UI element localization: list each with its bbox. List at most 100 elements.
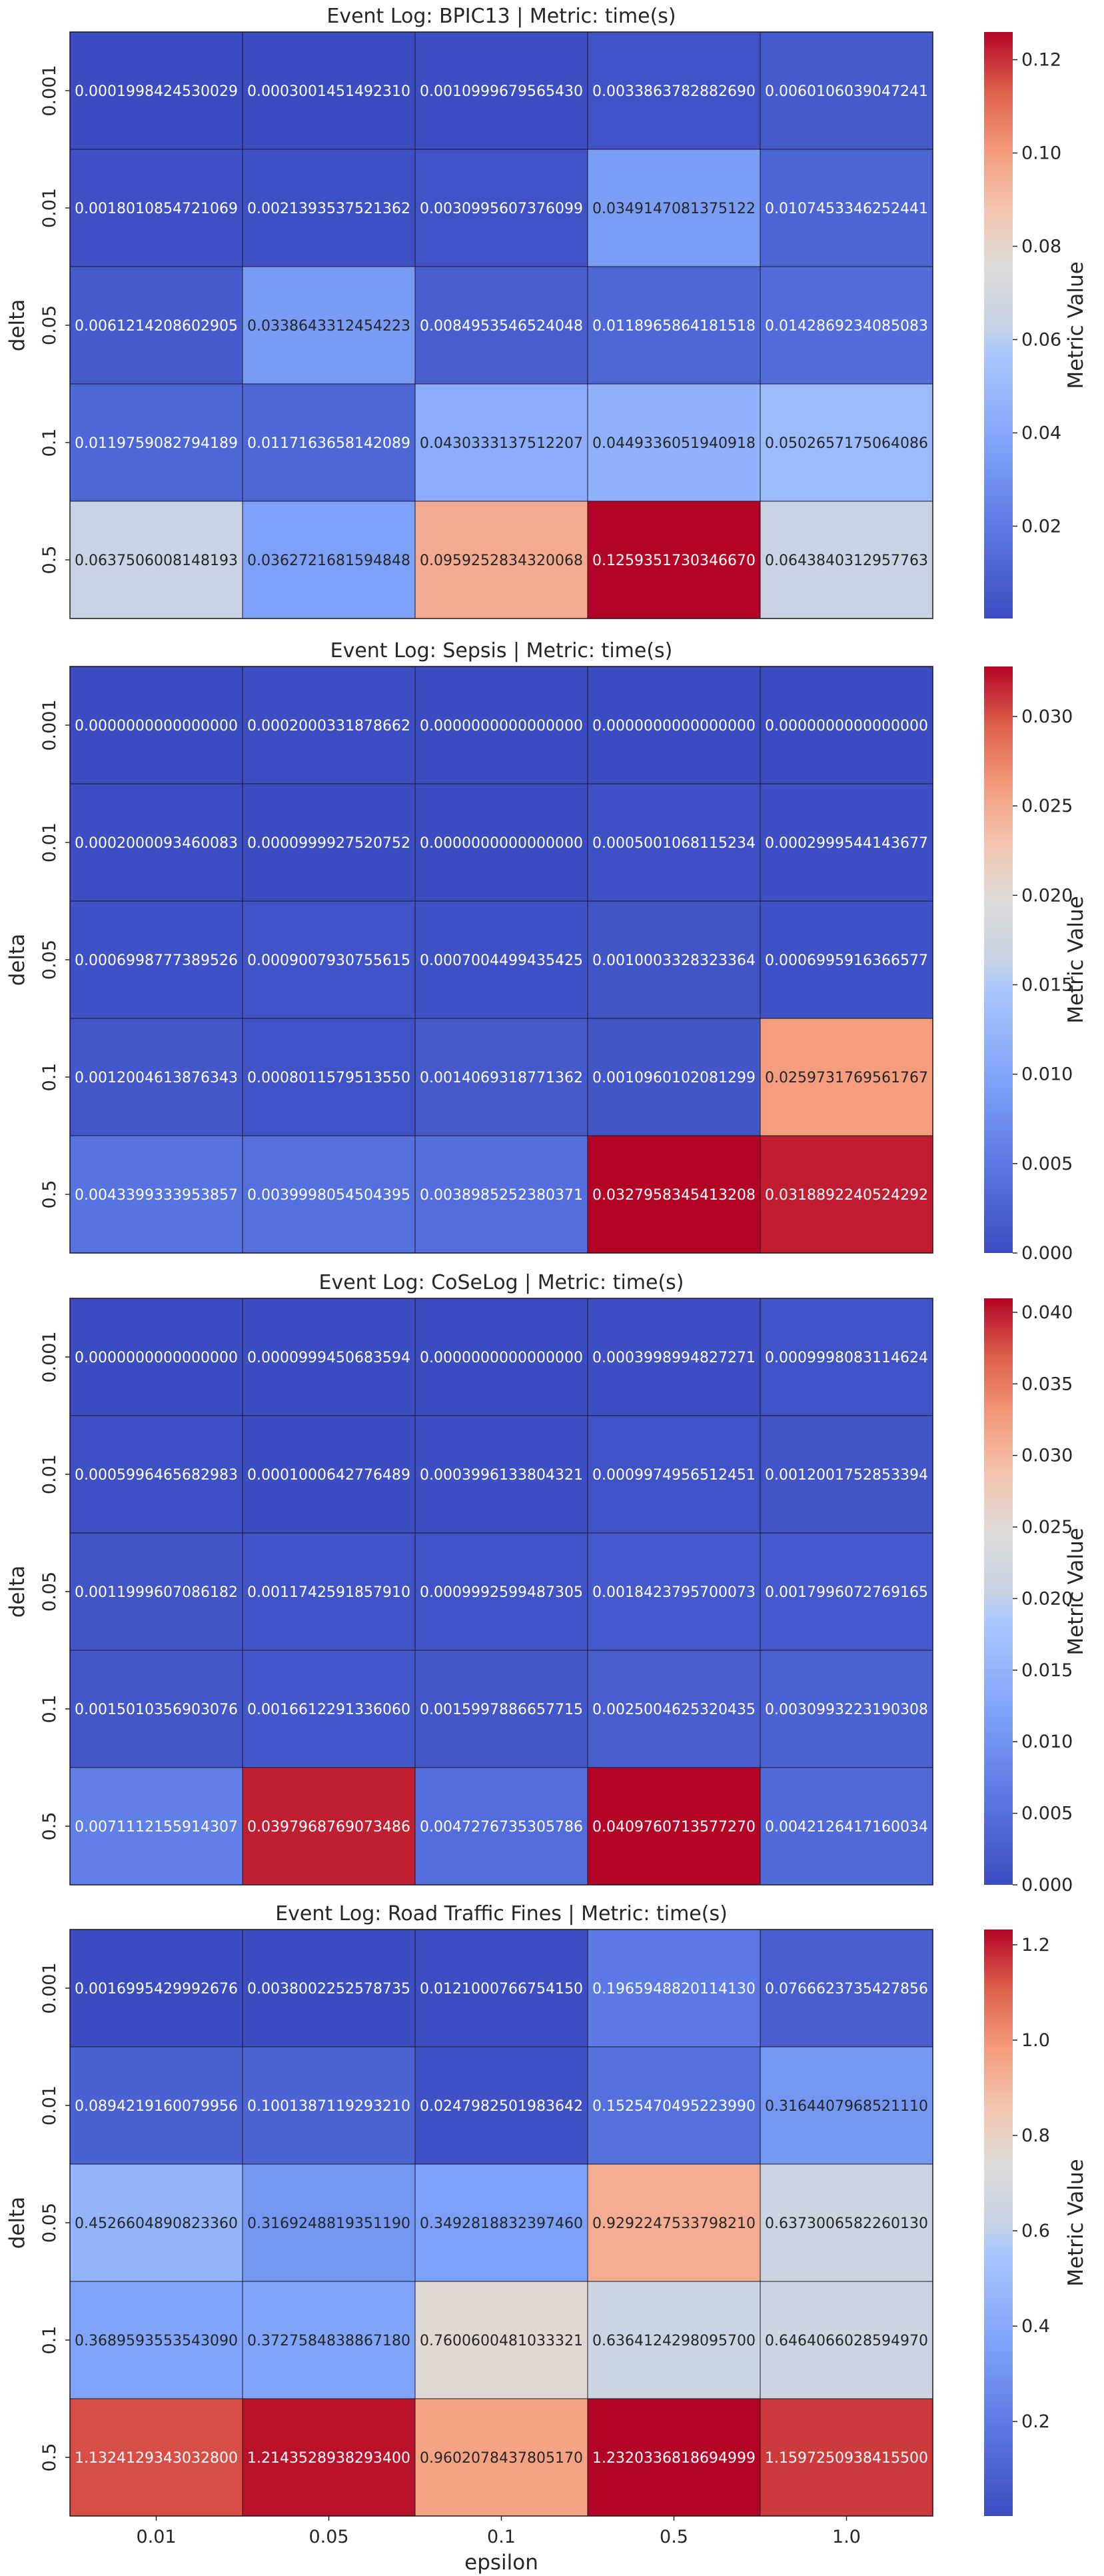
cell-label: 0.0009998083114624 (765, 1350, 928, 1366)
cell-label: 0.0000999450683594 (247, 1350, 410, 1366)
colorbar-tick-label: 0.2 (1021, 2411, 1050, 2432)
colorbar-tick-label: 0.015 (1021, 1660, 1073, 1681)
colorbar-label: Metric Value (1064, 261, 1088, 389)
cell-label: 0.0012004613876343 (75, 1070, 238, 1086)
cell-label: 0.0003001451492310 (247, 83, 410, 100)
colorbar-tick-label: 0.005 (1021, 1804, 1073, 1824)
chart-title: Event Log: CoSeLog | Metric: time(s) (319, 1271, 684, 1294)
cell-label: 0.0014069318771362 (420, 1070, 583, 1086)
colorbar-tick-label: 0.8 (1021, 2125, 1050, 2146)
heatmap-cell (760, 2046, 933, 2165)
heatmap-cell (414, 266, 588, 385)
heatmap-cell (760, 266, 933, 385)
cell-label: 0.0021393537521362 (247, 201, 410, 217)
heatmap-cell (587, 2398, 761, 2517)
cell-label: 0.0047276735305786 (420, 1819, 583, 1836)
heatmap-cell (760, 1650, 933, 1768)
y-tick-label: 0.001 (39, 1962, 60, 2013)
heatmap-cell (760, 31, 933, 150)
cell-label: 0.0247982501983642 (420, 2098, 583, 2115)
colorbar-tick-label: 0.020 (1021, 1588, 1073, 1609)
heatmap-cell (587, 1018, 761, 1136)
heatmap-cell (69, 2046, 243, 2165)
cell-label: 0.0000000000000000 (420, 1350, 583, 1366)
cell-label: 0.1001387119293210 (247, 2098, 410, 2115)
heatmap-cell (242, 1018, 416, 1136)
cell-label: 0.0030993223190308 (765, 1702, 928, 1718)
heatmap-cell (69, 2281, 243, 2399)
heatmap-cell (587, 2281, 761, 2399)
heatmap-panel-4: Event Log: Road Traffic Fines | Metric: … (5, 1902, 1088, 2575)
heatmap-cell (760, 900, 933, 1019)
y-tick-label: 0.001 (39, 1331, 60, 1382)
heatmap-cell (69, 1298, 243, 1416)
y-axis-label: delta (5, 1566, 29, 1618)
cell-label: 0.0142869234085083 (765, 318, 928, 335)
colorbar-tick-label: 0.025 (1021, 796, 1073, 816)
heatmap-cell (242, 1298, 416, 1416)
heatmap-cell (760, 149, 933, 267)
colorbar-tick-label: 0.02 (1021, 516, 1061, 537)
heatmap-cell (587, 383, 761, 502)
x-tick-label: 1.0 (832, 2527, 861, 2547)
heatmap-cell (69, 2398, 243, 2517)
colorbar (984, 32, 1013, 619)
cell-label: 0.0000000000000000 (75, 1350, 238, 1366)
heatmap-cell (69, 1532, 243, 1651)
colorbar-tick-label: 0.035 (1021, 1374, 1073, 1394)
cell-label: 1.2320336818694999 (592, 2450, 756, 2467)
cell-label: 0.0318892240524292 (765, 1187, 928, 1204)
heatmap-cell (760, 1532, 933, 1651)
cell-label: 0.0043399333953857 (75, 1187, 238, 1204)
cell-label: 0.0002000331878662 (247, 718, 410, 734)
cell-label: 0.0009974956512451 (592, 1467, 756, 1484)
heatmap-cell (414, 2398, 588, 2517)
colorbar-tick-label: 0.010 (1021, 1064, 1073, 1085)
heatmap-cell (760, 2398, 933, 2517)
cell-label: 0.0005996465682983 (75, 1467, 238, 1484)
cell-label: 0.0117163658142089 (247, 435, 410, 452)
heatmap-cell (242, 2046, 416, 2165)
colorbar-tick-label: 0.025 (1021, 1517, 1073, 1538)
cell-label: 0.0000000000000000 (420, 718, 583, 734)
heatmap-cell (414, 1298, 588, 1416)
cell-label: 0.6464066028594970 (765, 2333, 928, 2349)
chart-title: Event Log: BPIC13 | Metric: time(s) (326, 5, 676, 28)
heatmap-cell (69, 783, 243, 902)
heatmap-cell (414, 1018, 588, 1136)
cell-label: 0.0002999544143677 (765, 835, 928, 852)
y-tick-label: 0.01 (39, 188, 60, 228)
colorbar-tick-label: 1.0 (1021, 2030, 1050, 2051)
colorbar-label: Metric Value (1064, 896, 1088, 1023)
cell-label: 0.0000000000000000 (765, 718, 928, 734)
heatmap-cell (760, 1298, 933, 1416)
colorbar-tick-label: 0.015 (1021, 975, 1073, 996)
y-axis-label: delta (5, 299, 29, 352)
heatmap-cell (414, 1929, 588, 2047)
cell-label: 0.0007004499435425 (420, 952, 583, 969)
heatmap-cell (414, 501, 588, 619)
heatmap-panel-2: Event Log: Sepsis | Metric: time(s) 0.000… (5, 639, 1088, 1264)
colorbar-tick-label: 0.06 (1021, 329, 1061, 350)
heatmap-cell (587, 31, 761, 150)
heatmap-cell (414, 2046, 588, 2165)
colorbar-tick-label: 0.010 (1021, 1732, 1073, 1752)
cell-label: 0.0766623735427856 (765, 1981, 928, 1997)
cell-label: 0.9292247533798210 (592, 2215, 756, 2232)
heatmap-cell (587, 266, 761, 385)
chart-title: Event Log: Road Traffic Fines | Metric: … (275, 1902, 728, 1926)
heatmap-cell (760, 383, 933, 502)
heatmap-cell (587, 1415, 761, 1534)
cell-label: 0.0959252834320068 (420, 553, 583, 569)
cell-label: 0.0008011579513550 (247, 1070, 410, 1086)
cell-label: 0.0001998424530029 (75, 83, 238, 100)
heatmap-cell (760, 1415, 933, 1534)
y-tick-label: 0.5 (39, 2443, 60, 2472)
heatmap-cell (414, 2281, 588, 2399)
y-tick-label: 0.05 (39, 940, 60, 980)
cell-label: 0.0042126417160034 (765, 1819, 928, 1836)
heatmap-cell (414, 900, 588, 1019)
cell-label: 0.3492818832397460 (420, 2215, 583, 2232)
cell-label: 0.0002000093460083 (75, 835, 238, 852)
